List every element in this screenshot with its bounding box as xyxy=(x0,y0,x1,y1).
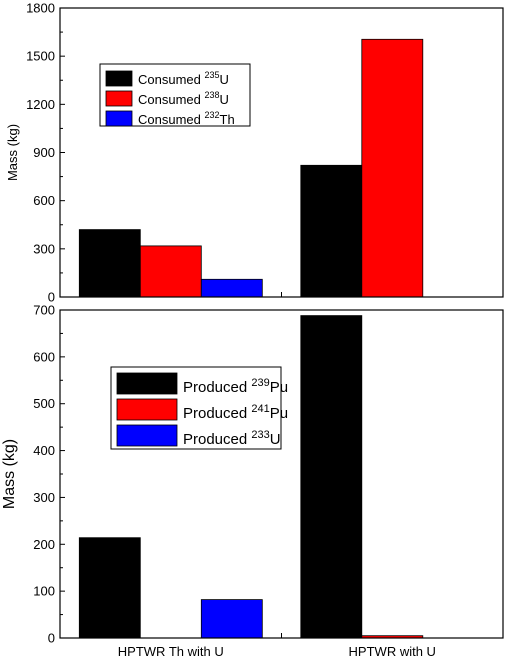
chart-panel-2: 0 100 200 300 400 500 600 700 Mass (kg) Produced … xyxy=(1,303,504,659)
legend-entry: Consumed 235U xyxy=(138,70,229,87)
legend-sup: 233 xyxy=(251,429,269,441)
y-tick-label: 300 xyxy=(33,241,55,256)
legend-prefix: Produced xyxy=(183,405,251,422)
y-tick-label: 600 xyxy=(33,349,55,364)
legend-entry: Produced 241Pu xyxy=(183,403,288,422)
y-tick-label: 900 xyxy=(33,145,55,160)
bar-239pu-1 xyxy=(78,537,141,639)
legend-sup: 232 xyxy=(204,110,219,120)
legend-suffix: U xyxy=(220,72,229,87)
legend-swatch xyxy=(105,110,133,127)
y-tick-label: 0 xyxy=(48,290,55,305)
legend-prefix: Consumed xyxy=(138,72,204,87)
legend-entry: Produced 239Pu xyxy=(183,377,288,396)
y-tick-label: 400 xyxy=(33,443,55,458)
bar-238u-1 xyxy=(139,245,202,298)
bar-232th-1 xyxy=(200,278,263,298)
y-tick-label: 700 xyxy=(33,303,55,318)
legend-suffix: Pu xyxy=(270,405,288,422)
legend-prefix: Produced xyxy=(183,431,251,448)
bar-239pu-2 xyxy=(300,315,363,639)
legend-entry: Consumed 238U xyxy=(138,90,229,107)
legend-prefix: Produced xyxy=(183,379,251,396)
y-axis-label: Mass (kg) xyxy=(1,439,18,509)
legend-swatch xyxy=(105,70,133,87)
legend-entry: Consumed 232Th xyxy=(138,110,235,127)
legend-suffix: Pu xyxy=(270,379,288,396)
legend-entry: Produced 233U xyxy=(183,429,281,448)
legend-sup: 235 xyxy=(204,70,219,80)
legend-swatch xyxy=(105,90,133,107)
y-tick-label: 1500 xyxy=(26,49,55,64)
y-tick-label: 1800 xyxy=(26,1,55,16)
bar-238u-2 xyxy=(361,38,424,298)
bar-235u-2 xyxy=(300,164,363,298)
bar-233u-1 xyxy=(200,599,263,639)
chart-panel-1: 0 300 600 900 1200 1500 1800 Mass (kg) Consumed … xyxy=(5,1,504,305)
legend-swatch xyxy=(116,424,178,447)
y-tick-label: 500 xyxy=(33,396,55,411)
y-tick-label: 300 xyxy=(33,490,55,505)
legend-suffix: U xyxy=(220,92,229,107)
legend-suffix: U xyxy=(270,431,281,448)
y-axis-label: Mass (kg) xyxy=(5,124,20,181)
legend-swatch xyxy=(116,398,178,421)
y-tick-label: 0 xyxy=(48,631,55,646)
legend-prefix: Consumed xyxy=(138,112,204,127)
y-tick-label: 200 xyxy=(33,537,55,552)
legend-sup: 241 xyxy=(251,403,269,415)
y-tick-label: 600 xyxy=(33,193,55,208)
legend-suffix: Th xyxy=(220,112,235,127)
y-tick-label: 1200 xyxy=(26,97,55,112)
legend-sup: 239 xyxy=(251,377,269,389)
legend-prefix: Consumed xyxy=(138,92,204,107)
y-tick-label: 100 xyxy=(33,584,55,599)
legend-sup: 238 xyxy=(204,90,219,100)
bar-235u-1 xyxy=(78,229,141,298)
legend-swatch xyxy=(116,372,178,395)
x-category-label: HPTWR Th with U xyxy=(118,644,224,659)
x-category-label: HPTWR with U xyxy=(349,644,436,659)
